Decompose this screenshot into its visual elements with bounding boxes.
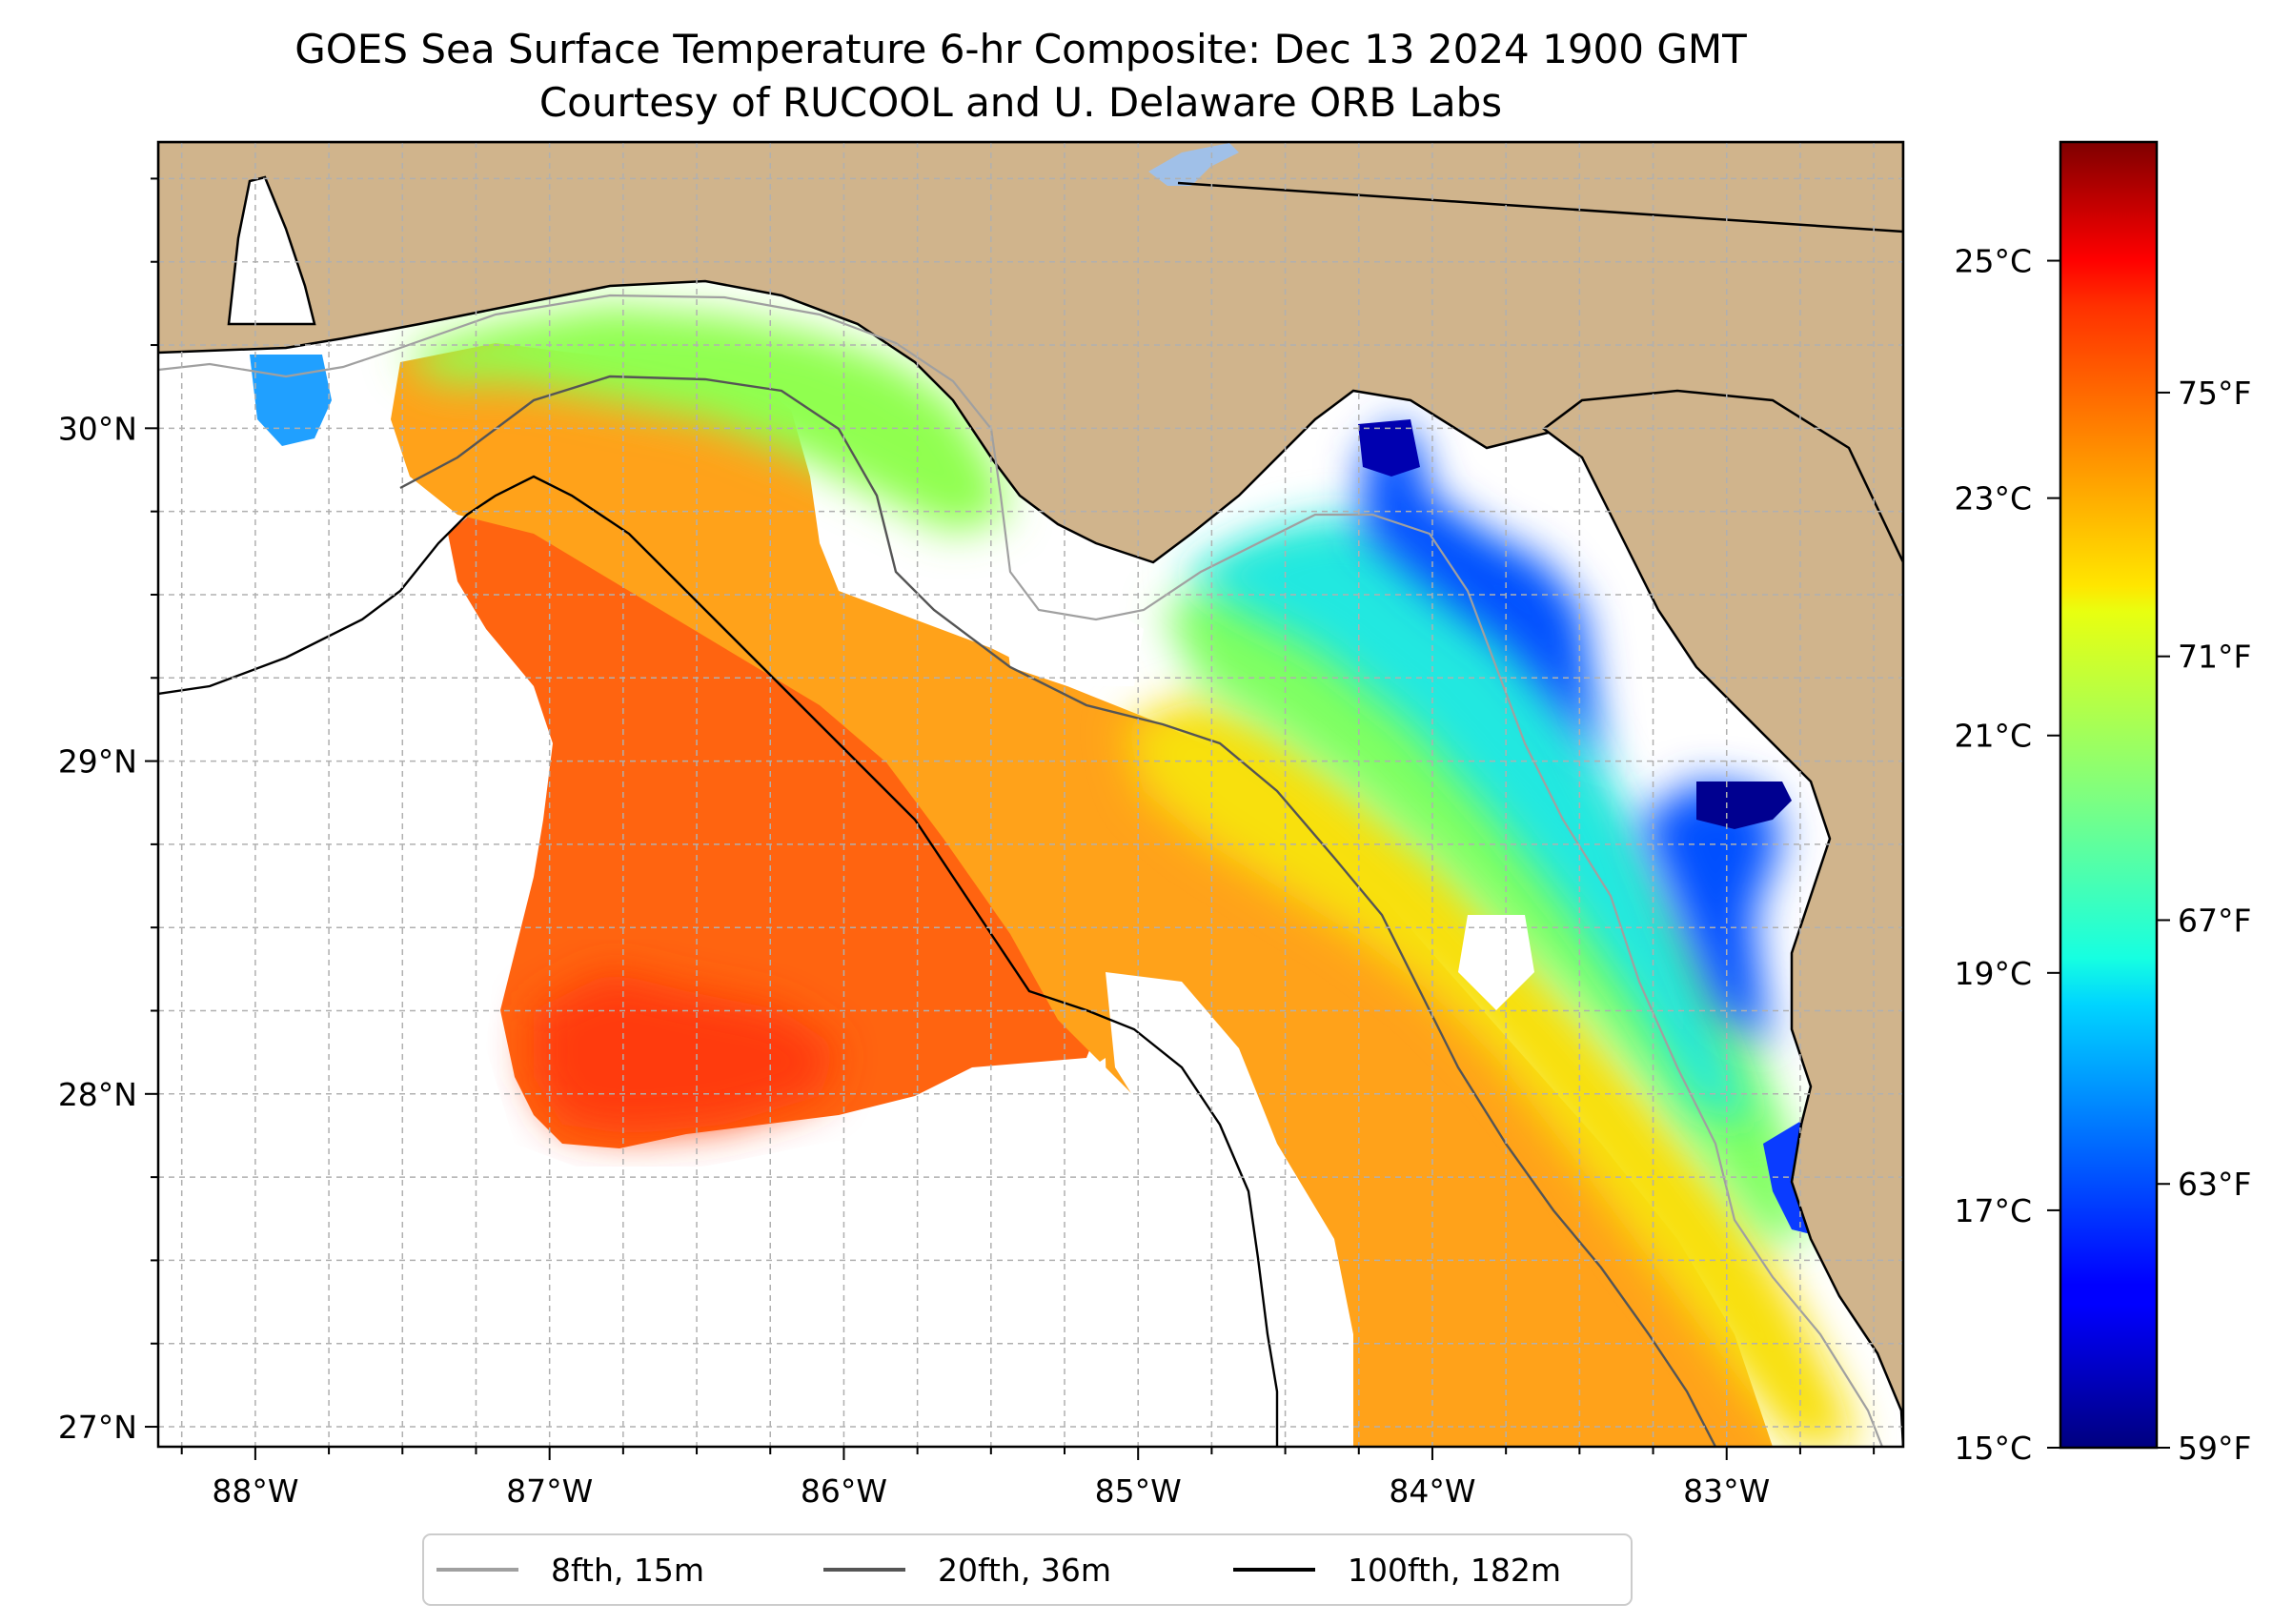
lon-tick-label: 87°W: [506, 1472, 593, 1510]
colorbar: 15°C 17°C 19°C 21°C 23°C 25°C 59°F 63°F 67°F 71°…: [1954, 140, 2251, 1467]
legend-item-8fth: 8fth, 15m: [436, 1552, 704, 1589]
gridlines: [158, 142, 1903, 1447]
map-frame: [156, 140, 1905, 1449]
lat-tick-label: 30°N: [58, 410, 137, 447]
isobaths: [158, 294, 1884, 1447]
no-data-gap-shelf: [1458, 915, 1534, 1010]
lon-tick-label: 86°W: [801, 1472, 887, 1510]
colorbar-f-label: 59°F: [2178, 1430, 2251, 1467]
colorbar-c-label: 21°C: [1954, 718, 2032, 755]
legend-box: [422, 1533, 1633, 1606]
colorbar-f-label: 75°F: [2178, 375, 2251, 412]
colorbar-f-label: 63°F: [2178, 1166, 2251, 1203]
sst-panhandle-green: [400, 305, 1010, 534]
colorbar-c-label: 15°C: [1954, 1430, 2032, 1467]
isobath-20fth: [399, 375, 1717, 1447]
land: [158, 142, 1903, 1447]
colorbar-c-label: 19°C: [1954, 955, 2032, 992]
isobath-legend: 8fth, 15m 20fth, 36m 100fth, 182m: [422, 1533, 1633, 1606]
legend-item-20fth: 20fth, 36m: [823, 1552, 1111, 1589]
lat-tick-label: 28°N: [58, 1076, 137, 1113]
sst-blue-inshore: [1363, 419, 1782, 1048]
sst-yellow-band: [1125, 696, 1858, 1447]
sst-green-shelf: [1163, 553, 1811, 1239]
legend-label-8fth: 8fth, 15m: [551, 1552, 704, 1589]
axis-ticks: [145, 177, 1876, 1460]
title-line-2: Courtesy of RUCOOL and U. Delaware ORB L…: [539, 79, 1502, 126]
land-florida-peninsula: [1541, 389, 1903, 1447]
sst-cold-bigbend: [1358, 419, 1420, 477]
colorbar-celsius-ticks: 15°C 17°C 19°C 21°C 23°C 25°C: [1954, 243, 2060, 1467]
isobath-100fth: [158, 475, 1279, 1447]
legend-label-100fth: 100fth, 182m: [1348, 1552, 1561, 1589]
colorbar-f-label: 67°F: [2178, 902, 2251, 939]
latitude-labels: 27°N 28°N 29°N 30°N: [58, 410, 137, 1446]
sst-field: [158, 305, 1887, 1447]
colorbar-f-label: 71°F: [2178, 639, 2251, 676]
colorbar-c-label: 25°C: [1954, 243, 2032, 280]
colorbar-fahrenheit-ticks: 59°F 63°F 67°F 71°F 75°F: [2157, 375, 2251, 1467]
lat-tick-label: 29°N: [58, 743, 137, 781]
legend-item-100fth: 100fth, 182m: [1233, 1552, 1561, 1589]
colorbar-gradient: [2059, 140, 2159, 1450]
title-line-1: GOES Sea Surface Temperature 6-hr Compos…: [294, 26, 1747, 72]
state-boundary: [1177, 181, 1903, 233]
lon-tick-label: 83°W: [1683, 1472, 1770, 1510]
lat-tick-label: 27°N: [58, 1409, 137, 1446]
sst-orange-band: [391, 343, 1773, 1447]
isobath-8fth: [158, 294, 1884, 1447]
longitude-labels: 88°W 87°W 86°W 85°W 84°W 83°W: [212, 1472, 1770, 1510]
inland-lake: [1148, 143, 1239, 186]
lon-tick-label: 85°W: [1095, 1472, 1182, 1510]
no-data-gap-west: [158, 457, 1115, 1447]
no-data-gap-central: [1001, 591, 1144, 686]
mobile-bay: [227, 175, 316, 326]
sst-cyan-nearshore: [1182, 515, 1754, 1125]
lon-tick-label: 88°W: [212, 1472, 298, 1510]
colorbar-c-label: 17°C: [1954, 1192, 2032, 1229]
colorbar-c-label: 23°C: [1954, 480, 2032, 518]
legend-label-20fth: 20fth, 36m: [938, 1552, 1111, 1589]
no-data-gap-south: [1106, 972, 1353, 1447]
map-area: [158, 142, 1903, 1447]
sst-pensacola-patch: [250, 355, 332, 446]
lon-tick-label: 84°W: [1389, 1472, 1475, 1510]
sst-cold-cedarkey: [1696, 782, 1792, 829]
